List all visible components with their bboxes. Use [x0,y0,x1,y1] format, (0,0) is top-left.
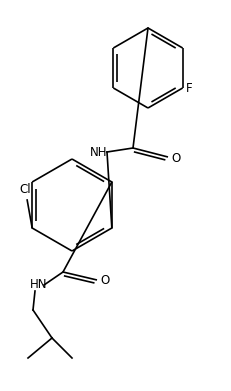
Text: O: O [100,274,109,287]
Text: NH: NH [89,145,107,158]
Text: F: F [186,81,192,95]
Text: Cl: Cl [19,183,31,196]
Text: O: O [171,151,180,165]
Text: HN: HN [30,278,48,292]
